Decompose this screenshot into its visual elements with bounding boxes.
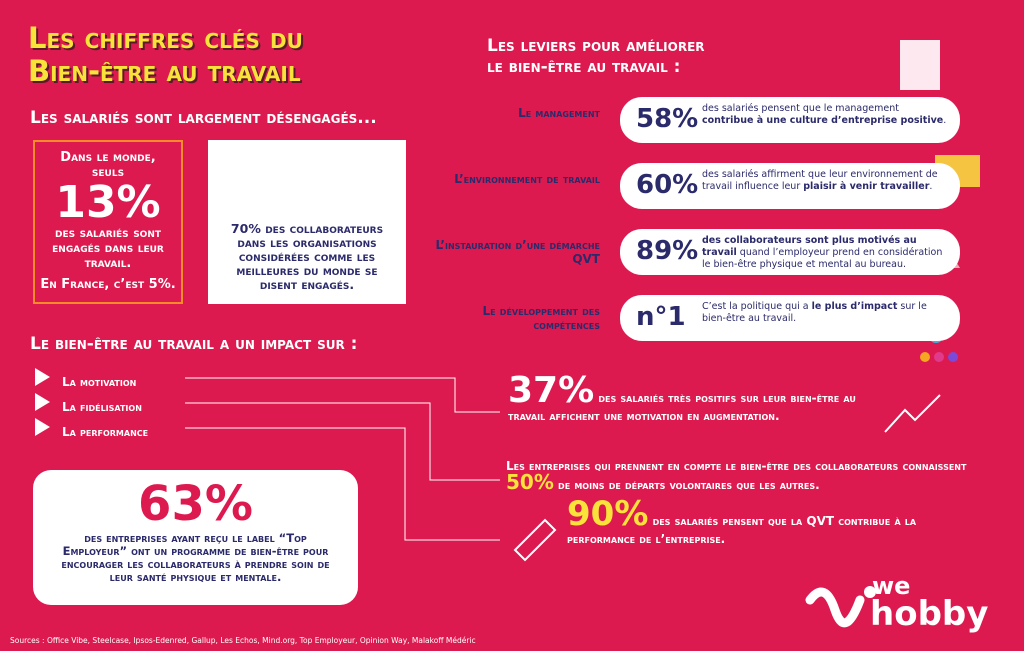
text-segment: plaisir à venir travailler <box>803 181 930 192</box>
section-heading: Les salariés sont largement désengagés..… <box>30 108 377 128</box>
text-segment: des salariés pensent que le management <box>702 103 899 114</box>
title-line: Les leviers pour améliorer <box>487 36 705 56</box>
impact-list: La motivation La fidélisation La performan… <box>62 370 148 445</box>
result-stat: 90% <box>567 494 649 534</box>
text-segment: pour encourager les collaborateurs à pre… <box>61 544 330 584</box>
box-text: des entreprises ayant reçu le label “Top… <box>58 532 333 584</box>
text-segment: . <box>929 181 933 192</box>
text-segment: contribue à une culture d’entreprise pos… <box>702 115 944 126</box>
lever-label: Le développement des compétences <box>482 304 600 332</box>
result-text: des salariés très positifs sur leur bien… <box>508 391 856 423</box>
result-stat: 37% <box>508 370 595 411</box>
box-stat: 13% <box>55 177 161 228</box>
lever-stat: n°1 <box>636 302 686 332</box>
title-line: Bien-être au travail <box>28 54 301 88</box>
text-segment: des salariés affirment que leur environn… <box>702 169 938 192</box>
impact-item: La fidélisation <box>62 400 142 414</box>
result: 37% des salariés très positifs sur leur … <box>508 373 868 425</box>
engagement-box: Dans le monde, seuls 13% des salariés so… <box>33 140 183 304</box>
lever-stat: 60% <box>636 170 699 200</box>
logo: we hobby <box>870 572 989 634</box>
lever-label: Le management <box>518 106 600 120</box>
impact-item: La motivation <box>62 375 137 389</box>
impact-item: La performance <box>62 425 149 439</box>
result-stat: 50% <box>506 470 554 494</box>
text-segment: sur le bien-être au travail. <box>702 301 927 324</box>
text-segment: de moins de départs volontaires <box>553 478 733 492</box>
sources: Sources : Office Vibe, Steelcase, Ipsos-… <box>10 636 476 645</box>
title: Les chiffres clés du Bien-être au travail <box>28 22 303 88</box>
text-segment: des collaborateurs sont plus motivés au … <box>702 235 917 258</box>
lever-text: des salariés affirment que leur environn… <box>702 169 952 193</box>
lever-label: L’environnement de travail <box>454 172 600 186</box>
lever-card: n°1 C’est la politique qui a le plus d’im… <box>620 295 960 341</box>
result: 90% des salariés pensent que la QVT cont… <box>567 497 967 548</box>
result-text: des salariés pensent que la QVT contribu… <box>567 514 916 546</box>
lever-text: C’est la politique qui a le plus d’impac… <box>702 301 952 325</box>
text-segment: que les autres. <box>732 478 820 492</box>
box-stat: 70% <box>230 221 261 236</box>
text-segment: la QVT contribue à la performance de l’e… <box>567 514 917 546</box>
lever-label: L’instauration d’une démarche QVT <box>435 238 600 266</box>
text-segment: motivation en augmentation. <box>626 409 780 423</box>
title-line: le bien-être au travail : <box>487 57 681 77</box>
levers-title: Les leviers pour améliorer le bien-être a… <box>487 36 705 78</box>
logo-text: we <box>872 572 911 600</box>
box-text: des salariés sont engagés dans leur trav… <box>52 226 164 271</box>
lever-text: des salariés pensent que le management c… <box>702 103 952 127</box>
title-line: Les chiffres clés du <box>28 21 303 55</box>
text-segment: C’est la politique qui a <box>702 301 812 312</box>
result-text: Les entreprises qui prennent en compte l… <box>506 459 967 473</box>
text-segment: ont un programme de bien-être <box>131 544 300 558</box>
lever-stat: 89% <box>636 236 699 266</box>
text-segment: quand l’employeur prend en considération… <box>702 247 943 270</box>
text-segment: des salariés très positifs sur leur bien… <box>508 391 856 423</box>
text-segment: . <box>943 115 947 126</box>
lever-text: des collaborateurs sont plus motivés au … <box>702 235 952 271</box>
section-heading: Le bien-être au travail a un impact sur … <box>30 334 358 354</box>
lever-card: 89% des collaborateurs sont plus motivés … <box>620 229 960 275</box>
lever-card: 58% des salariés pensent que le managemen… <box>620 97 960 143</box>
lever-card: 60% des salariés affirment que leur envir… <box>620 163 960 209</box>
text-segment: des entreprises ayant reçu le label “Top… <box>62 531 307 558</box>
engagement-box-2: 70% des collaborateurs dans les organisa… <box>208 140 406 304</box>
result: Les entreprises qui prennent en compte l… <box>506 458 976 493</box>
lever-stat: 58% <box>636 104 699 134</box>
stat-box: 63% des entreprises ayant reçu le label … <box>33 470 358 605</box>
box-intro: Dans le monde, seuls <box>60 150 156 180</box>
text-segment: des salariés pensent que <box>648 514 791 528</box>
box-text: des collaborateurs dans les organisation… <box>236 221 384 292</box>
text-segment: le plus d’impact <box>811 301 898 312</box>
logo-text: hobby <box>870 594 989 634</box>
result-text: de moins de départs volontaires que les … <box>554 478 820 492</box>
box-stat: 63% <box>138 476 253 532</box>
box-france: En France, c’est 5%. <box>40 277 176 292</box>
